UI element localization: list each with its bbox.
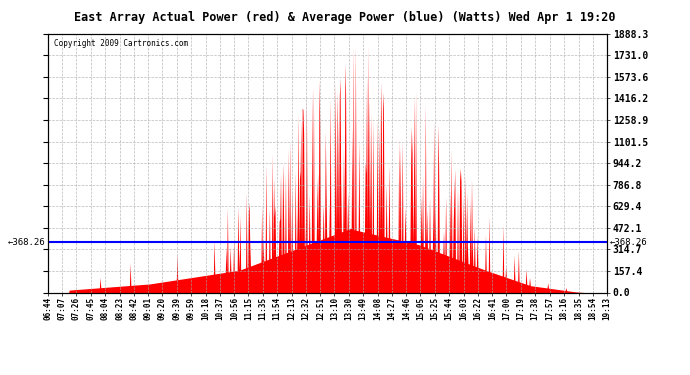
Text: East Array Actual Power (red) & Average Power (blue) (Watts) Wed Apr 1 19:20: East Array Actual Power (red) & Average …: [75, 11, 615, 24]
Text: ←368.26: ←368.26: [610, 237, 648, 246]
Text: ←368.26: ←368.26: [8, 237, 46, 246]
Text: Copyright 2009 Cartronics.com: Copyright 2009 Cartronics.com: [54, 39, 188, 48]
